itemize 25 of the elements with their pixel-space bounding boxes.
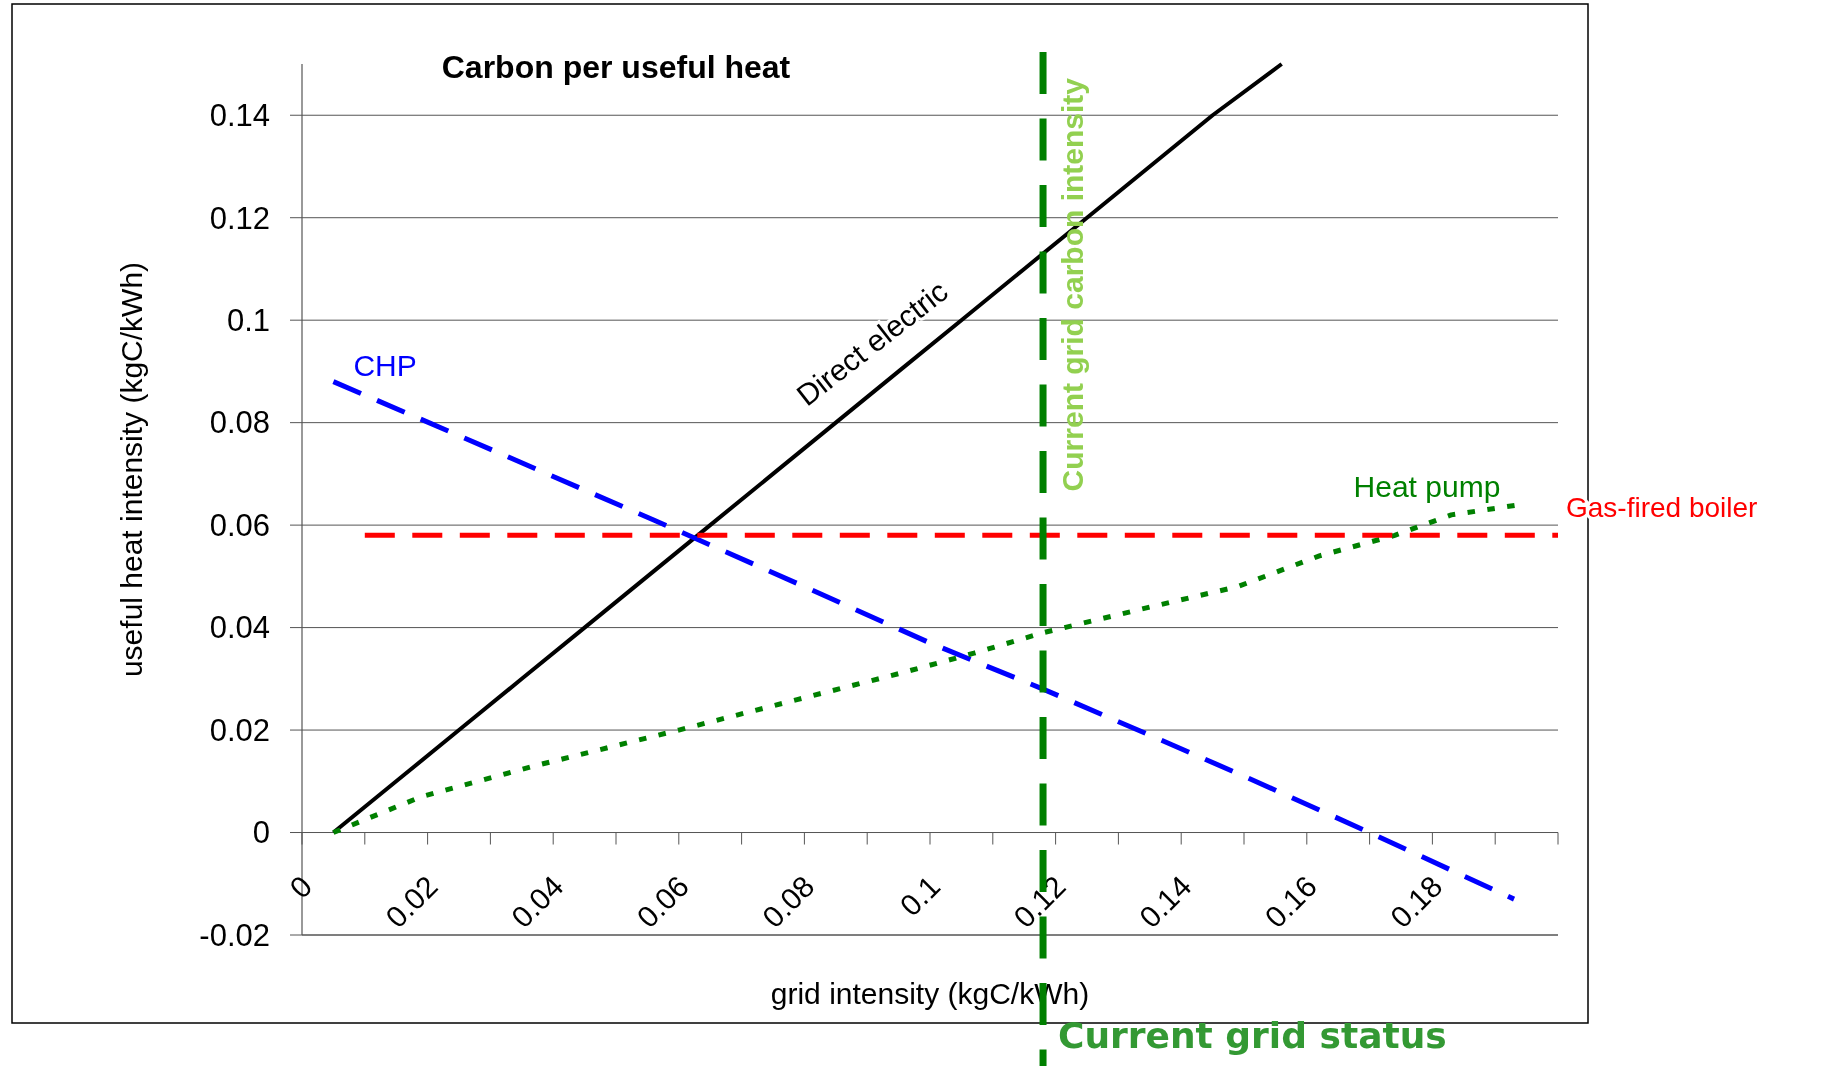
series-label: Heat pump [1353, 469, 1501, 503]
x-tick-label: 0.1 [893, 869, 947, 923]
y-tick-label: 0.02 [209, 712, 270, 748]
x-tick-label: 0 [283, 869, 319, 905]
chart-title: Carbon per useful heat [441, 49, 791, 85]
x-tick-label: 0.02 [379, 869, 444, 935]
y-tick-label: -0.02 [199, 917, 270, 953]
x-tick-label: 0.14 [1132, 869, 1198, 935]
text: Current grid status [1058, 1015, 1447, 1056]
x-tick-label: 0.16 [1258, 869, 1324, 935]
y-tick-label: 0 [252, 815, 270, 851]
y-tick-label: 0.1 [226, 303, 270, 339]
y-tick-label: 0.08 [209, 405, 270, 441]
series-label: CHP [353, 348, 417, 382]
ref-line-label: Current grid carbon intensity [1056, 77, 1090, 492]
y-tick-label: 0.14 [209, 98, 270, 134]
y-axis-title: useful heat intensity (kgC/kWh) [115, 261, 148, 678]
x-tick-label: 0.12 [1007, 869, 1072, 935]
y-tick-label: 0.12 [209, 200, 270, 236]
y-tick-label: 0.04 [209, 610, 270, 646]
x-tick-label: 0.06 [630, 869, 696, 935]
y-tick-label: 0.06 [209, 507, 270, 543]
x-tick-label: 0.18 [1384, 869, 1449, 935]
x-tick-label: 0.08 [756, 869, 821, 935]
x-tick-label: 0.04 [504, 869, 570, 935]
